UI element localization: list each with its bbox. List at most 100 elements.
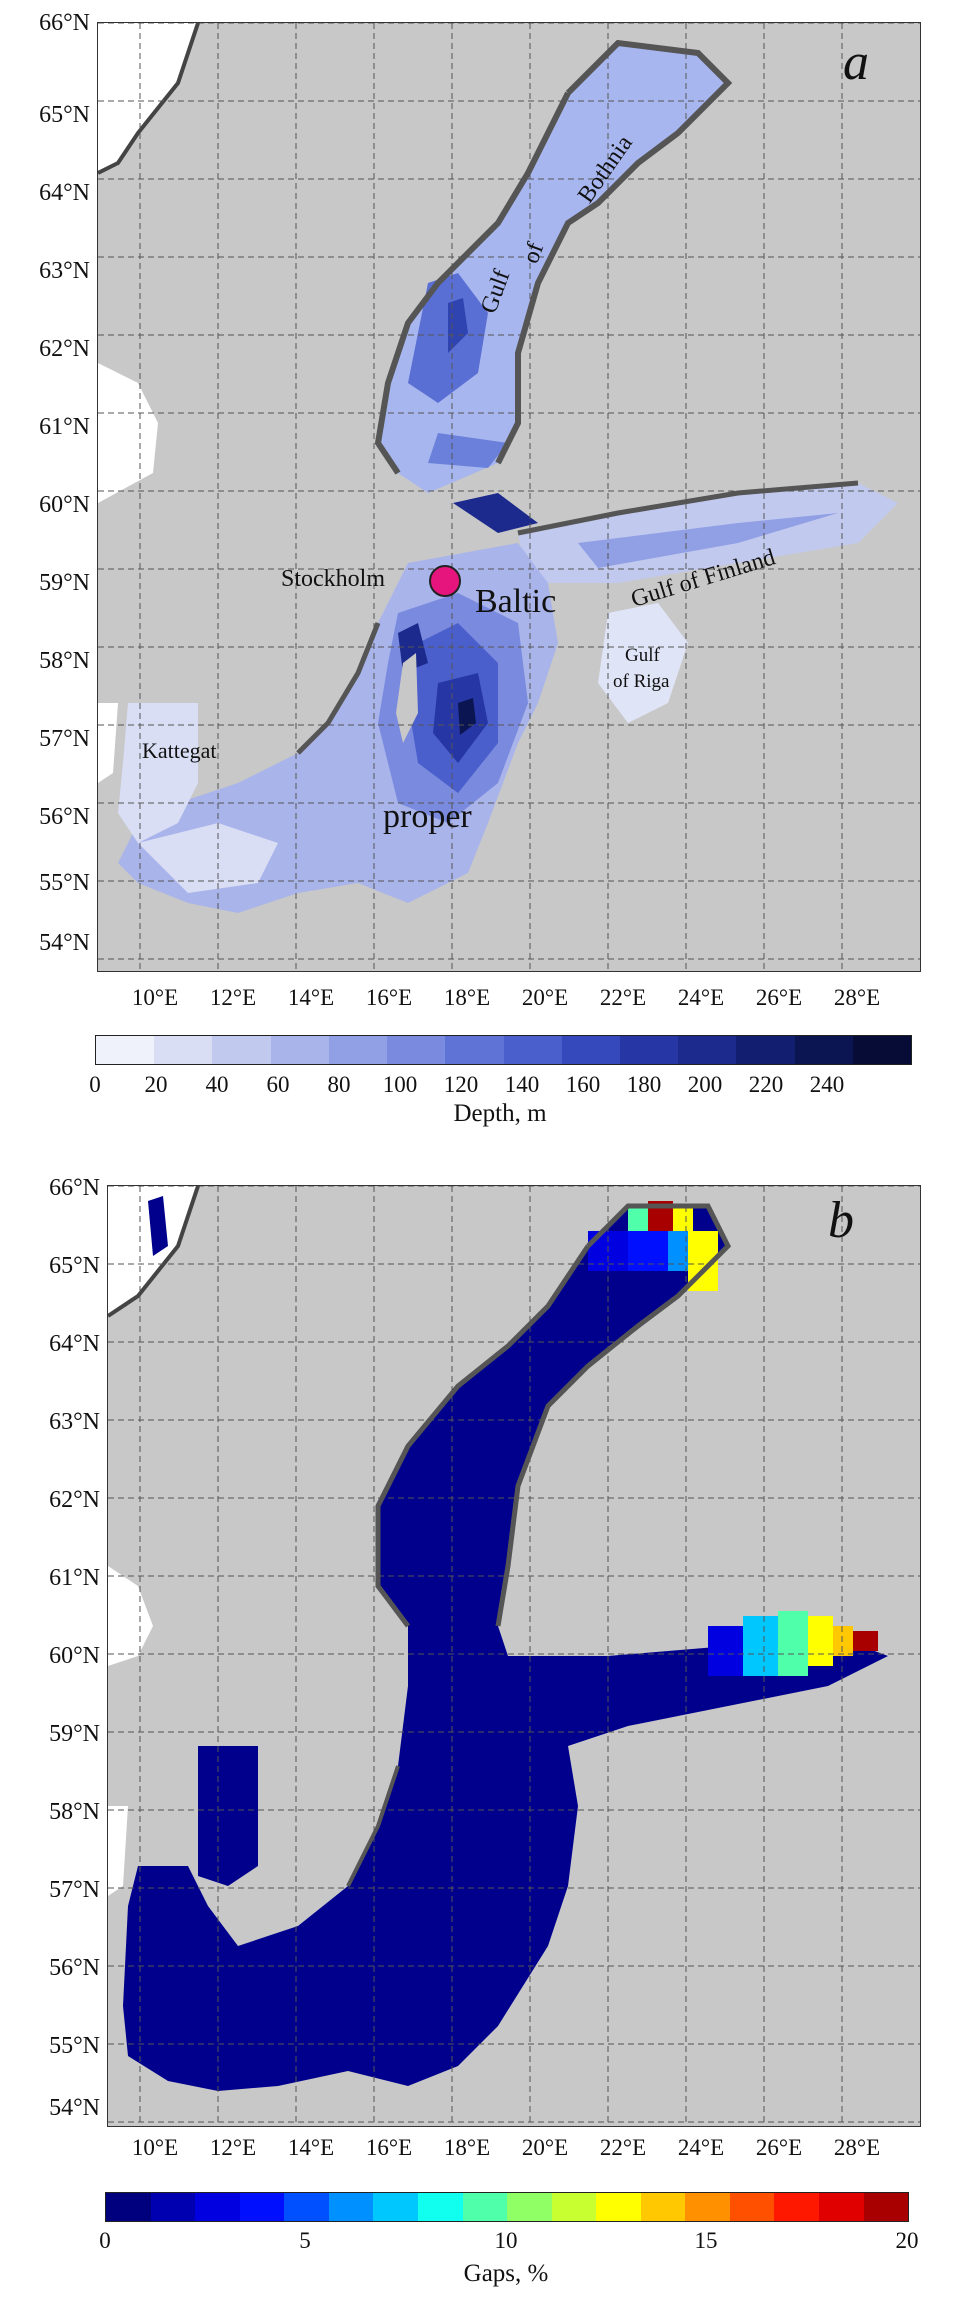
gap-block bbox=[833, 1626, 853, 1656]
depth-map: a Stockholm Gulf of Bothnia Gulf of Finl… bbox=[97, 22, 921, 972]
cb-tick: 100 bbox=[382, 1072, 418, 1097]
lon-tick: 16°E bbox=[365, 2135, 413, 2160]
depth-colorbar bbox=[95, 1035, 912, 1065]
lon-tick: 20°E bbox=[521, 985, 569, 1010]
lon-tick: 28°E bbox=[833, 2135, 881, 2160]
lat-tick: 60°N bbox=[49, 1643, 100, 1669]
lon-tick: 14°E bbox=[287, 2135, 335, 2160]
place-kattegat: Kattegat bbox=[142, 738, 217, 763]
gap-block bbox=[668, 1231, 688, 1271]
colorbar-swatch bbox=[373, 2193, 418, 2221]
cb-tick: 240 bbox=[809, 1072, 845, 1097]
baltic-gaps-water bbox=[123, 1206, 888, 2091]
lat-tick: 54°N bbox=[49, 2095, 100, 2121]
cb-tick: 80 bbox=[327, 1072, 351, 1097]
colorbar-swatch bbox=[619, 1036, 679, 1064]
lat-tick: 66°N bbox=[39, 10, 90, 36]
colorbar-swatch bbox=[328, 2193, 374, 2221]
lon-tick: 24°E bbox=[677, 985, 725, 1010]
lon-tick: 22°E bbox=[599, 2135, 647, 2160]
lon-tick: 16°E bbox=[365, 985, 413, 1010]
colorbar-swatch bbox=[270, 1036, 329, 1064]
lat-tick: 54°N bbox=[39, 930, 90, 956]
colorbar-swatch bbox=[507, 2193, 552, 2221]
colorbar-swatch bbox=[561, 1036, 620, 1064]
lon-tick: 24°E bbox=[677, 2135, 725, 2160]
cb-tick: 20 bbox=[895, 2228, 919, 2253]
colorbar-swatch bbox=[387, 1036, 446, 1064]
colorbar-swatch bbox=[150, 2193, 196, 2221]
lat-tick: 62°N bbox=[39, 336, 90, 362]
panel-a: a Stockholm Gulf of Bothnia Gulf of Finl… bbox=[0, 0, 961, 1130]
colorbar-swatch bbox=[106, 2193, 151, 2221]
colorbar-swatch bbox=[736, 1036, 795, 1064]
gap-block bbox=[743, 1616, 778, 1676]
lon-tick: 20°E bbox=[521, 2135, 569, 2160]
colorbar-swatch bbox=[819, 2193, 864, 2221]
lat-tick: 65°N bbox=[49, 1253, 100, 1279]
lat-tick: 65°N bbox=[39, 102, 90, 128]
place-stockholm: Stockholm bbox=[281, 566, 386, 592]
colorbar-swatch bbox=[503, 1036, 562, 1064]
colorbar-swatch bbox=[774, 2193, 819, 2221]
gaps-colorbar-label: Gaps, % bbox=[463, 2260, 549, 2287]
lon-tick: 10°E bbox=[131, 2135, 179, 2160]
colorbar-swatch bbox=[212, 1036, 271, 1064]
colorbar-swatch bbox=[96, 1036, 155, 1064]
lat-tick: 57°N bbox=[49, 1877, 100, 1903]
lat-tick: 60°N bbox=[39, 492, 90, 518]
colorbar-swatch bbox=[154, 1036, 213, 1064]
gap-block bbox=[853, 1631, 878, 1651]
lon-tick: 14°E bbox=[287, 985, 335, 1010]
colorbar-swatch bbox=[863, 2193, 909, 2221]
panel-b: b 66°N 65°N 64°N 63°N 62°N 61°N 60°N 59°… bbox=[0, 1170, 961, 2320]
cb-tick: 140 bbox=[504, 1072, 540, 1097]
lat-tick: 62°N bbox=[49, 1487, 100, 1513]
colorbar-swatch bbox=[794, 1036, 853, 1064]
lat-tick: 66°N bbox=[49, 1175, 100, 1201]
cb-tick: 60 bbox=[266, 1072, 290, 1097]
cb-tick: 0 bbox=[89, 1072, 101, 1097]
gap-block bbox=[628, 1231, 668, 1271]
lon-tick: 18°E bbox=[443, 985, 491, 1010]
gaps-map: b bbox=[107, 1185, 921, 2127]
lat-tick: 61°N bbox=[39, 414, 90, 440]
lon-tick: 26°E bbox=[755, 985, 803, 1010]
gap-block bbox=[778, 1611, 808, 1676]
colorbar-swatch bbox=[195, 2193, 240, 2221]
cb-tick: 200 bbox=[687, 1072, 723, 1097]
lat-tick: 58°N bbox=[39, 648, 90, 674]
west-land bbox=[98, 703, 118, 783]
gulf-of-riga-water bbox=[598, 603, 688, 723]
cb-tick: 160 bbox=[565, 1072, 601, 1097]
lat-tick: 59°N bbox=[39, 570, 90, 596]
lon-tick: 18°E bbox=[443, 2135, 491, 2160]
cb-tick: 20 bbox=[144, 1072, 168, 1097]
colorbar-swatch bbox=[239, 2193, 285, 2221]
map-grid bbox=[108, 1186, 920, 2126]
gap-block bbox=[628, 1206, 648, 1231]
colorbar-swatch bbox=[685, 2193, 730, 2221]
stockholm-marker bbox=[429, 565, 461, 597]
cb-tick: 0 bbox=[99, 2228, 111, 2253]
lat-tick: 58°N bbox=[49, 1799, 100, 1825]
gap-block bbox=[708, 1626, 743, 1676]
colorbar-swatch bbox=[284, 2193, 329, 2221]
lat-tick: 56°N bbox=[49, 1955, 100, 1981]
panel-a-label: a bbox=[843, 34, 869, 91]
gaps-colorbar bbox=[105, 2192, 909, 2222]
colorbar-swatch bbox=[328, 1036, 388, 1064]
map-grid bbox=[98, 23, 920, 971]
cb-tick: 40 bbox=[205, 1072, 229, 1097]
gulf-of-bothnia-water bbox=[378, 43, 728, 493]
lon-tick: 26°E bbox=[755, 2135, 803, 2160]
cb-tick: 5 bbox=[299, 2228, 311, 2253]
lat-tick: 64°N bbox=[39, 180, 90, 206]
cb-tick: 10 bbox=[494, 2228, 518, 2253]
lon-tick: 12°E bbox=[209, 2135, 257, 2160]
lon-tick: 10°E bbox=[131, 985, 179, 1010]
lat-tick: 64°N bbox=[49, 1331, 100, 1357]
depth-colorbar-label: Depth, m bbox=[453, 1100, 547, 1127]
panel-b-label: b bbox=[828, 1192, 854, 1249]
colorbar-swatch bbox=[445, 1036, 504, 1064]
